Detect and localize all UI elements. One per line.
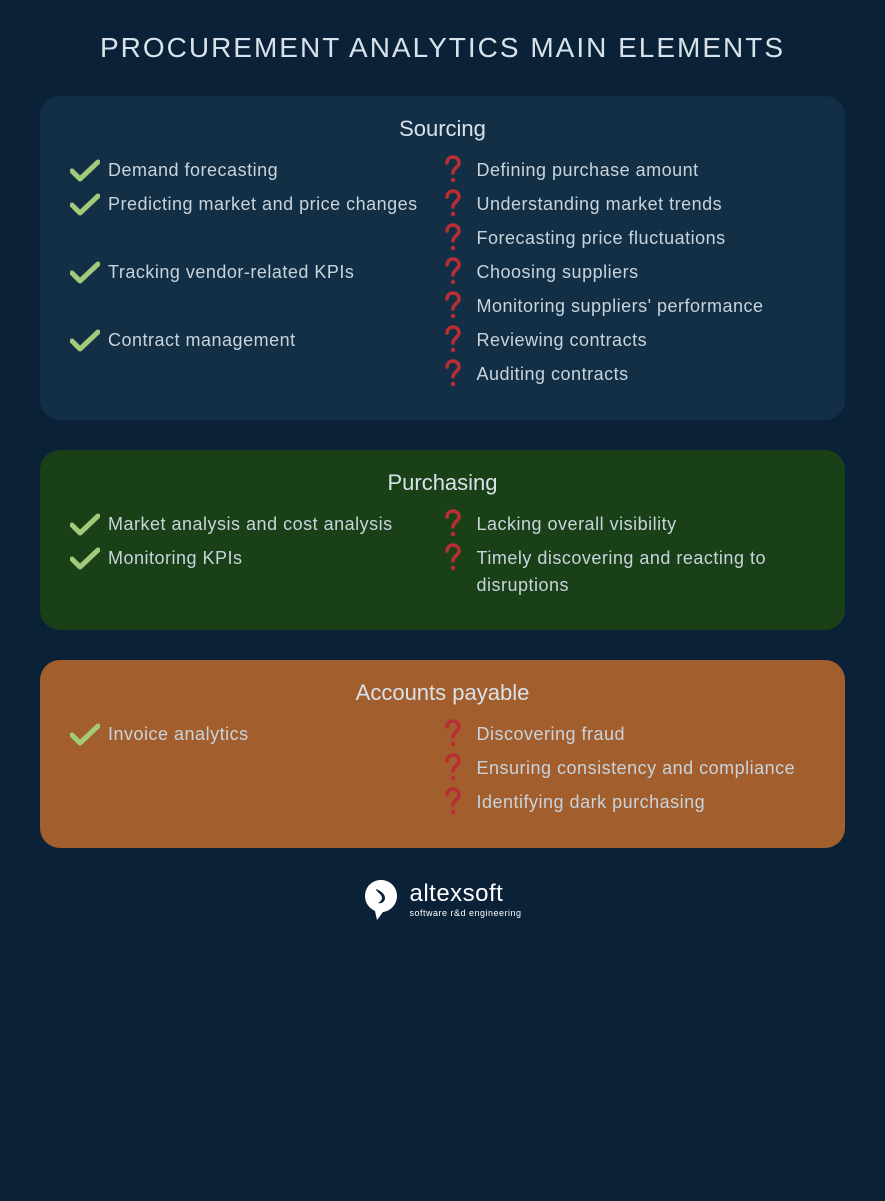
right-cell: Reviewing contracts bbox=[443, 327, 816, 355]
check-icon bbox=[70, 329, 100, 353]
brand-name: altexsoft bbox=[409, 882, 521, 906]
sections-container: Sourcing Demand forecasting Defining pur… bbox=[40, 96, 845, 848]
left-cell: Invoice analytics bbox=[70, 721, 443, 748]
right-cell: Defining purchase amount bbox=[443, 157, 816, 185]
left-cell: Tracking vendor-related KPIs bbox=[70, 259, 443, 286]
row: Auditing contracts bbox=[70, 361, 815, 389]
right-item-text: Timely discovering and reacting to disru… bbox=[477, 545, 816, 599]
check-icon bbox=[70, 547, 100, 571]
row: Ensuring consistency and compliance bbox=[70, 755, 815, 783]
question-icon bbox=[443, 359, 463, 389]
check-icon bbox=[70, 261, 100, 285]
row: Forecasting price fluctuations bbox=[70, 225, 815, 253]
row: Demand forecasting Defining purchase amo… bbox=[70, 157, 815, 185]
right-item-text: Choosing suppliers bbox=[477, 259, 639, 286]
left-item-text: Demand forecasting bbox=[108, 157, 278, 184]
right-cell: Choosing suppliers bbox=[443, 259, 816, 287]
row: Market analysis and cost analysis Lackin… bbox=[70, 511, 815, 539]
left-cell: Demand forecasting bbox=[70, 157, 443, 184]
row: Predicting market and price changes Unde… bbox=[70, 191, 815, 219]
left-item-text: Predicting market and price changes bbox=[108, 191, 418, 218]
row: Identifying dark purchasing bbox=[70, 789, 815, 817]
check-icon bbox=[70, 193, 100, 217]
right-cell: Monitoring suppliers' performance bbox=[443, 293, 816, 321]
question-icon bbox=[443, 189, 463, 219]
question-icon bbox=[443, 291, 463, 321]
right-item-text: Identifying dark purchasing bbox=[477, 789, 706, 816]
question-icon bbox=[443, 543, 463, 573]
right-cell: Ensuring consistency and compliance bbox=[443, 755, 816, 783]
right-cell: Timely discovering and reacting to disru… bbox=[443, 545, 816, 599]
right-cell: Auditing contracts bbox=[443, 361, 816, 389]
right-item-text: Auditing contracts bbox=[477, 361, 629, 388]
left-item-text: Market analysis and cost analysis bbox=[108, 511, 393, 538]
footer: altexsoft software r&d engineering bbox=[40, 878, 845, 927]
question-icon bbox=[443, 223, 463, 253]
question-icon bbox=[443, 753, 463, 783]
right-item-text: Defining purchase amount bbox=[477, 157, 699, 184]
right-item-text: Forecasting price fluctuations bbox=[477, 225, 726, 252]
left-item-text: Contract management bbox=[108, 327, 296, 354]
question-icon bbox=[443, 155, 463, 185]
right-item-text: Monitoring suppliers' performance bbox=[477, 293, 764, 320]
left-item-text: Tracking vendor-related KPIs bbox=[108, 259, 354, 286]
left-cell: Monitoring KPIs bbox=[70, 545, 443, 572]
row: Tracking vendor-related KPIs Choosing su… bbox=[70, 259, 815, 287]
section-accounts: Accounts payable Invoice analytics Disco… bbox=[40, 660, 845, 848]
question-icon bbox=[443, 719, 463, 749]
left-item-text: Monitoring KPIs bbox=[108, 545, 243, 572]
right-cell: Identifying dark purchasing bbox=[443, 789, 816, 817]
section-title: Accounts payable bbox=[70, 680, 815, 706]
question-icon bbox=[443, 325, 463, 355]
row: Invoice analytics Discovering fraud bbox=[70, 721, 815, 749]
right-item-text: Reviewing contracts bbox=[477, 327, 648, 354]
right-item-text: Lacking overall visibility bbox=[477, 511, 677, 538]
row: Monitoring KPIs Timely discovering and r… bbox=[70, 545, 815, 599]
page-title: PROCUREMENT ANALYTICS MAIN ELEMENTS bbox=[40, 30, 845, 66]
check-icon bbox=[70, 723, 100, 747]
question-icon bbox=[443, 509, 463, 539]
logo-icon bbox=[363, 878, 399, 922]
check-icon bbox=[70, 513, 100, 537]
left-item-text: Invoice analytics bbox=[108, 721, 249, 748]
question-icon bbox=[443, 257, 463, 287]
left-cell: Predicting market and price changes bbox=[70, 191, 443, 218]
right-cell: Discovering fraud bbox=[443, 721, 816, 749]
right-cell: Understanding market trends bbox=[443, 191, 816, 219]
brand-tagline: software r&d engineering bbox=[409, 908, 521, 918]
left-cell: Contract management bbox=[70, 327, 443, 354]
section-sourcing: Sourcing Demand forecasting Defining pur… bbox=[40, 96, 845, 420]
right-item-text: Discovering fraud bbox=[477, 721, 626, 748]
brand-logo: altexsoft software r&d engineering bbox=[363, 878, 521, 922]
row: Contract management Reviewing contracts bbox=[70, 327, 815, 355]
right-item-text: Understanding market trends bbox=[477, 191, 723, 218]
section-title: Sourcing bbox=[70, 116, 815, 142]
left-cell: Market analysis and cost analysis bbox=[70, 511, 443, 538]
right-item-text: Ensuring consistency and compliance bbox=[477, 755, 796, 782]
right-cell: Lacking overall visibility bbox=[443, 511, 816, 539]
row: Monitoring suppliers' performance bbox=[70, 293, 815, 321]
question-icon bbox=[443, 787, 463, 817]
section-purchasing: Purchasing Market analysis and cost anal… bbox=[40, 450, 845, 630]
section-title: Purchasing bbox=[70, 470, 815, 496]
check-icon bbox=[70, 159, 100, 183]
right-cell: Forecasting price fluctuations bbox=[443, 225, 816, 253]
